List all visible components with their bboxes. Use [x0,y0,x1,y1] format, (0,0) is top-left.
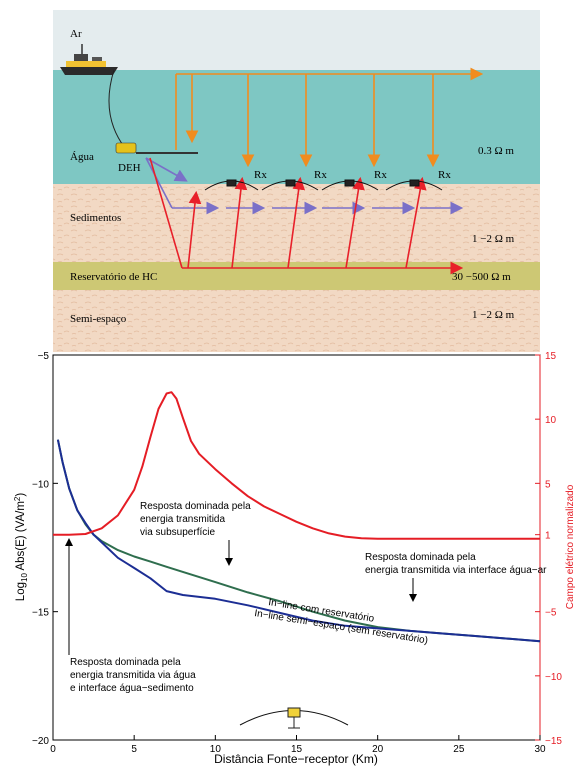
airwave-paths [175,67,484,168]
x-tick-label-5: 25 [453,744,465,755]
annotation-airwater-line1: Resposta dominada pela [365,552,476,563]
annotation-watersed-line2: energia transmitida via água [70,670,196,681]
y-right-tick-label-6: 15 [545,351,557,362]
y-right-tick-label-3: 1 [545,531,551,542]
x-tick-label-2: 10 [210,744,222,755]
x-tick-label-1: 5 [131,744,137,755]
sediment-resistivity: 1 −2 Ω m [472,233,515,245]
annotation-subsurface-line3: via subsuperfície [140,527,215,538]
air-layer [53,10,540,70]
sediments-label: Sedimentos [70,212,121,224]
ship-icon [60,44,118,75]
reservoir-guided-paths [149,157,464,275]
receiver-label-2: Rx [314,169,327,181]
y-right-tick-label-1: −10 [545,672,562,683]
y-right-tick-label-4: 5 [545,479,551,490]
air-label: Ar [70,28,82,40]
tow-cable [108,69,126,149]
annotation-subsurface-line1: Resposta dominada pela [140,501,251,512]
series-line-2 [53,391,540,540]
y-axis-label-left: Log10 Abs(E) (VA/m2) [13,493,29,602]
x-axis-label: Distância Fonte−receptor (Km) [214,752,378,766]
y-left-tick-label-3: −5 [38,351,50,362]
annotation-subsurface: Resposta dominada pela energia transmiti… [140,501,251,566]
y-left-tick-label-2: −10 [32,479,49,490]
y-right-tick-label-0: −15 [545,736,562,747]
receiver-icons [204,179,443,191]
x-tick-label-3: 15 [291,744,303,755]
series-line-1 [56,439,541,643]
y-right-tick-label-2: −5 [545,608,557,619]
annotation-watersed-line1: Resposta dominada pela [70,657,181,668]
y-axis-label-right: Campo elétrico normalizado [565,484,576,609]
receiver-label-3: Rx [374,169,387,181]
y-left-tick-label-0: −20 [32,736,49,747]
annotation-watersed-line3: e interface água−sedimento [70,683,194,694]
source-label: DEH [118,162,141,174]
annotation-subsurface-line2: energia transmitida [140,514,225,525]
y-right-tick-label-5: 10 [545,415,557,426]
annotation-airwater-line2: energia transmitida via interface água−a… [365,565,547,576]
y-left-tick-label-1: −15 [32,608,49,619]
marine-csem-diagram: Ar Água DEH Sedimentos Reservatório de H… [53,10,540,352]
water-layer [53,70,540,184]
receiver-icon [239,707,349,729]
water-label: Água [70,151,94,163]
reservoir-resistivity: 30 −500 Ω m [452,271,511,283]
reservoir-label: Reservatório de HC [70,271,157,283]
receiver-label-4: Rx [438,169,451,181]
source-dipole-icon [115,142,198,154]
x-tick-label-0: 0 [50,744,56,755]
annotation-watersed: Resposta dominada pela energia transmiti… [65,538,196,694]
halfspace-label: Semi-espaço [70,313,127,325]
receiver-label-1: Rx [254,169,267,181]
x-tick-label-4: 20 [372,744,384,755]
sediment-layer [53,184,540,262]
halfspace-layer [53,290,540,352]
water-resistivity: 0.3 Ω m [478,145,514,157]
halfspace-resistivity: 1 −2 Ω m [472,309,515,321]
annotation-airwater: Resposta dominada pela energia transmiti… [365,552,547,602]
x-tick-label-6: 30 [534,744,546,755]
